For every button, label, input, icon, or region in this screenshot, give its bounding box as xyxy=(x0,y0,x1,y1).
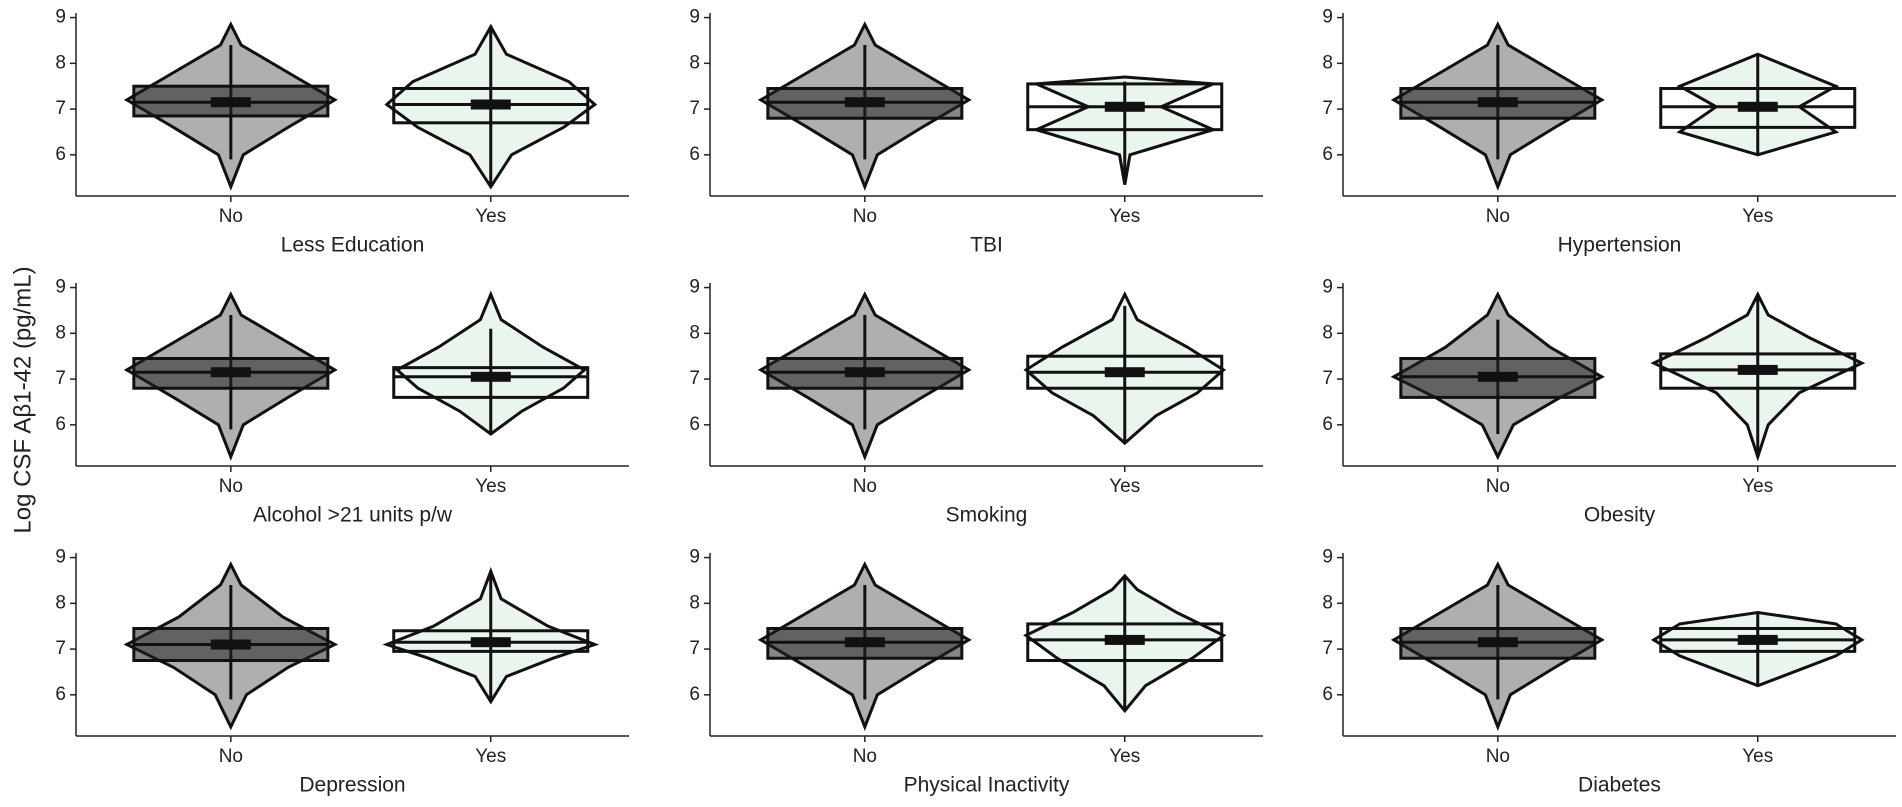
y-tick-label: 6 xyxy=(689,144,700,165)
y-tick-label: 7 xyxy=(55,368,66,389)
x-tick-label: Yes xyxy=(1109,746,1140,767)
x-tick-label: Yes xyxy=(475,746,506,767)
y-tick-label: 7 xyxy=(1322,98,1333,119)
median-notch xyxy=(1737,101,1778,112)
y-tick-label: 8 xyxy=(55,322,66,343)
y-tick-label: 8 xyxy=(689,52,700,73)
median-notch xyxy=(470,99,511,110)
y-tick-label: 8 xyxy=(1322,592,1333,613)
y-tick-label: 7 xyxy=(689,638,700,659)
x-tick-label: Yes xyxy=(1742,206,1773,227)
median-notch xyxy=(1104,634,1145,645)
median-notch xyxy=(844,637,885,648)
x-axis-label: Hypertension xyxy=(1558,234,1682,257)
x-tick-label: No xyxy=(1486,746,1510,767)
y-tick-label: 6 xyxy=(55,414,66,435)
box xyxy=(392,366,590,399)
y-tick-label: 9 xyxy=(1322,547,1333,568)
x-tick-label: Yes xyxy=(1742,746,1773,767)
y-tick-label: 8 xyxy=(55,52,66,73)
median-notch xyxy=(210,639,251,650)
y-axis-label: Log CSF Aβ1-42 (pg/mL) xyxy=(9,266,36,533)
y-tick-label: 6 xyxy=(1322,414,1333,435)
y-tick-label: 6 xyxy=(1322,144,1333,165)
x-tick-label: No xyxy=(1486,206,1510,227)
y-tick-label: 6 xyxy=(689,414,700,435)
y-tick-label: 6 xyxy=(689,684,700,705)
x-axis-label: Physical Inactivity xyxy=(904,774,1070,797)
y-tick-label: 6 xyxy=(55,144,66,165)
y-tick-label: 9 xyxy=(55,7,66,28)
x-axis-label: Alcohol >21 units p/w xyxy=(253,504,453,527)
y-tick-label: 7 xyxy=(55,638,66,659)
y-tick-label: 9 xyxy=(689,547,700,568)
x-tick-label: No xyxy=(853,476,877,497)
median-notch xyxy=(470,637,511,648)
x-axis-label: Less Education xyxy=(281,234,425,257)
median-notch xyxy=(1737,364,1778,375)
x-tick-label: No xyxy=(219,476,243,497)
x-tick-label: No xyxy=(853,206,877,227)
x-tick-label: No xyxy=(219,206,243,227)
y-tick-label: 8 xyxy=(1322,322,1333,343)
y-tick-label: 6 xyxy=(55,684,66,705)
x-tick-label: Yes xyxy=(475,476,506,497)
y-tick-label: 9 xyxy=(1322,7,1333,28)
y-tick-label: 9 xyxy=(689,7,700,28)
median-notch xyxy=(1477,371,1518,382)
y-tick-label: 9 xyxy=(55,547,66,568)
y-tick-label: 7 xyxy=(1322,368,1333,389)
median-notch xyxy=(1737,634,1778,645)
x-axis-label: Obesity xyxy=(1584,504,1656,527)
median-notch xyxy=(210,367,251,378)
x-axis-label: TBI xyxy=(970,234,1003,257)
x-tick-label: No xyxy=(1486,476,1510,497)
x-axis-label: Diabetes xyxy=(1578,774,1661,797)
y-tick-label: 9 xyxy=(689,277,700,298)
x-tick-label: No xyxy=(853,746,877,767)
median-notch xyxy=(1104,367,1145,378)
y-tick-label: 8 xyxy=(1322,52,1333,73)
x-tick-label: Yes xyxy=(1109,206,1140,227)
y-tick-label: 7 xyxy=(689,98,700,119)
median-notch xyxy=(1477,637,1518,648)
y-tick-label: 9 xyxy=(55,277,66,298)
x-axis-label: Smoking xyxy=(946,504,1028,527)
x-axis-label: Depression xyxy=(299,774,405,797)
median-notch xyxy=(844,367,885,378)
x-tick-label: Yes xyxy=(475,206,506,227)
y-tick-label: 8 xyxy=(689,322,700,343)
y-tick-label: 7 xyxy=(689,368,700,389)
median-notch xyxy=(1477,97,1518,108)
box xyxy=(1026,622,1224,663)
median-notch xyxy=(844,97,885,108)
x-tick-label: Yes xyxy=(1109,476,1140,497)
y-tick-label: 7 xyxy=(1322,638,1333,659)
y-tick-label: 8 xyxy=(55,592,66,613)
y-tick-label: 8 xyxy=(689,592,700,613)
y-tick-label: 6 xyxy=(1322,684,1333,705)
x-tick-label: Yes xyxy=(1742,476,1773,497)
median-notch xyxy=(210,97,251,108)
y-tick-label: 7 xyxy=(55,98,66,119)
y-tick-label: 9 xyxy=(1322,277,1333,298)
x-tick-label: No xyxy=(219,746,243,767)
median-notch xyxy=(470,371,511,382)
median-notch xyxy=(1104,101,1145,112)
